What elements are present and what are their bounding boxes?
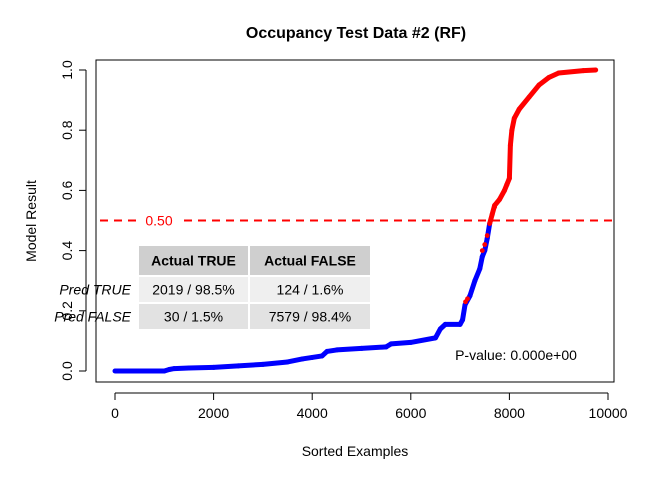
- curve-segment: [334, 345, 364, 353]
- curve-segment: [235, 361, 266, 369]
- y-tick-label: 1.0: [59, 60, 75, 80]
- confusion-table: Actual TRUE Actual FALSE Pred TRUE 2019 / 9…: [54, 244, 372, 331]
- table-cell-value: 2019 / 98.5%: [152, 282, 235, 298]
- p-value-annotation: P-value: 0.000e+00: [455, 347, 577, 363]
- curve-segment: [580, 67, 599, 74]
- table-cell-value: 124 / 1.6%: [277, 282, 344, 298]
- curve-segment: [359, 344, 389, 351]
- curve-segment: [388, 339, 414, 347]
- curve-segment: [526, 82, 542, 100]
- plot-frame: [95, 59, 615, 383]
- curve-segment: [467, 278, 478, 299]
- threshold-layer: 0.50: [100, 213, 613, 229]
- y-tick-label: 0.0: [59, 361, 75, 381]
- curve-segment: [460, 302, 468, 323]
- y-axis: 0.0 0.2 0.4 0.6 0.8 1.0: [59, 60, 87, 381]
- y-tick-label: 0.6: [59, 180, 75, 200]
- x-axis-label: Sorted Examples: [302, 443, 409, 459]
- data-point: [482, 242, 488, 247]
- table-row-label: Pred FALSE: [54, 309, 131, 325]
- curve-segment: [507, 127, 515, 148]
- y-tick-label: 0.2: [59, 301, 75, 321]
- curve-segment: [285, 356, 305, 365]
- x-tick-label: 0: [111, 405, 119, 421]
- table-cell-value: 30 / 1.5%: [164, 309, 223, 325]
- y-tick-label: 0.4: [59, 241, 75, 261]
- curve-segment: [260, 359, 291, 367]
- data-point: [484, 233, 490, 238]
- data-point: [465, 296, 470, 302]
- table-cell: [248, 302, 372, 331]
- data-point: [492, 204, 498, 210]
- y-axis-label: Model Result: [23, 180, 39, 262]
- table-cell-value: 7579 / 98.4%: [269, 309, 352, 325]
- curve-segment: [408, 335, 438, 345]
- x-tick-label: 10000: [589, 405, 628, 421]
- table-header-label: Actual TRUE: [151, 253, 236, 269]
- curve-segment: [506, 142, 513, 181]
- x-tick-label: 4000: [297, 405, 328, 421]
- curve-segment: [186, 364, 217, 371]
- threshold-label: 0.50: [145, 213, 172, 229]
- data-point: [479, 248, 485, 254]
- x-tick-label: 2000: [198, 405, 229, 421]
- table-header-cell: [137, 244, 250, 277]
- y-tick-label: 0.8: [59, 120, 75, 140]
- x-tick-label: 6000: [395, 405, 426, 421]
- x-tick-label: 8000: [494, 405, 525, 421]
- table-row-label: Pred TRUE: [59, 282, 131, 298]
- table-header-label: Actual FALSE: [264, 253, 356, 269]
- x-axis: 0 2000 4000 6000 8000 10000: [111, 392, 628, 421]
- curve-segment: [556, 68, 586, 76]
- curve-layer: [112, 67, 599, 374]
- curve-segment: [211, 363, 241, 370]
- data-point: [488, 218, 494, 223]
- chart-title: Occupancy Test Data #2 (RF): [246, 25, 466, 42]
- table-cell: [137, 302, 250, 331]
- curve-segment: [516, 94, 532, 112]
- table-header-cell: [248, 244, 372, 277]
- table-cell: [248, 275, 372, 304]
